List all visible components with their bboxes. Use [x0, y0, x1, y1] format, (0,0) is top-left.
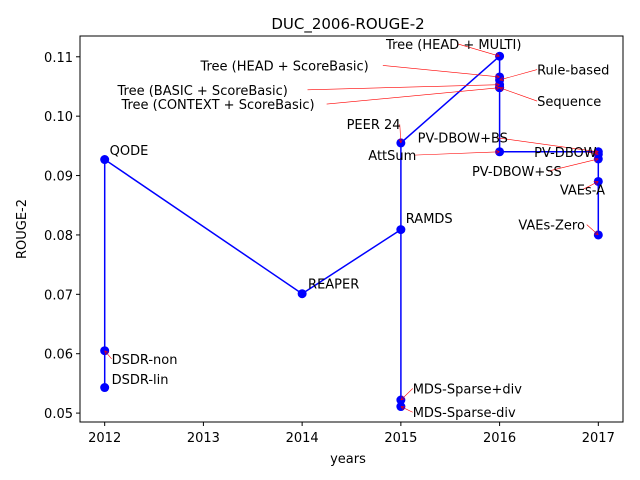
- annotation-label: Tree (HEAD + MULTI): [385, 38, 521, 53]
- annotation-label: Tree (BASIC + ScoreBasic): [117, 84, 288, 99]
- annotation-label: VAEs-Zero: [518, 219, 585, 234]
- y-tick-label: 0.06: [44, 348, 73, 363]
- annotation-arrow: [307, 85, 500, 91]
- x-tick-label: 2016: [483, 431, 516, 446]
- plot-frame: [79, 35, 624, 423]
- x-tick-label: 2014: [286, 431, 319, 446]
- annotation-label: DSDR-lin: [112, 373, 169, 388]
- annotation-arrow: [401, 388, 413, 400]
- annotation-label: Tree (HEAD + ScoreBasic): [199, 59, 368, 74]
- data-point: [297, 289, 307, 299]
- data-point: [396, 225, 406, 235]
- data-point: [100, 383, 110, 393]
- x-tick-label: 2013: [187, 431, 220, 446]
- annotation-label: Sequence: [537, 95, 601, 110]
- annotation-arrow: [382, 65, 500, 77]
- annotation-label: Rule-based: [537, 64, 609, 79]
- annotation-label: Tree (CONTEXT + ScoreBasic): [120, 98, 314, 113]
- data-point: [100, 155, 110, 165]
- y-axis-label: ROUGE-2: [15, 199, 30, 259]
- annotation-arrow: [400, 124, 401, 143]
- y-tick-label: 0.07: [44, 288, 73, 303]
- annotations: QODE DSDR-non DSDR-lin REAPER RAMDS MDS-Spars…: [105, 38, 609, 421]
- annotation-label: PEER 24: [347, 118, 401, 133]
- y-tick-label: 0.08: [44, 229, 73, 244]
- annotation-label: AttSum: [368, 149, 416, 164]
- annotation-arrow: [586, 224, 599, 235]
- annotation-arrow: [493, 137, 599, 152]
- annotation-label: MDS-Sparse-div: [413, 406, 516, 421]
- annotation-arrow: [401, 407, 413, 413]
- x-axis-label: years: [330, 452, 366, 467]
- annotation-label: REAPER: [308, 277, 359, 292]
- annotation-label: MDS-Sparse+div: [413, 382, 523, 397]
- x-tick-label: 2017: [582, 431, 615, 446]
- y-tick-label: 0.10: [44, 110, 73, 125]
- chart-title: DUC_2006-ROUGE-2: [271, 15, 424, 34]
- annotation-arrow: [582, 181, 599, 190]
- annotation-label: VAEs-A: [560, 184, 605, 199]
- y-tick-label: 0.05: [44, 407, 73, 422]
- annotation-arrow: [458, 43, 499, 56]
- y-tick-label: 0.09: [44, 170, 73, 185]
- annotation-arrow: [587, 152, 598, 154]
- x-tick-label: 2012: [88, 431, 121, 446]
- annotation-label: PV-DBOW: [534, 146, 597, 161]
- annotation-label: QODE: [110, 144, 149, 159]
- annotation-label: PV-DBOW+BS: [418, 131, 508, 146]
- annotation-arrow: [413, 152, 500, 156]
- annotation-arrow: [326, 88, 500, 105]
- annotation-arrow: [500, 88, 538, 102]
- annotation-arrow: [500, 69, 538, 80]
- annotation-label: PV-DBOW+SS: [472, 165, 562, 180]
- axes: 2012 2013 2014 2015 2016 2017 0.05 0.06 0.07 0.08…: [44, 35, 624, 446]
- annotation-arrow: [547, 159, 598, 172]
- x-tick-label: 2015: [384, 431, 417, 446]
- y-tick-label: 0.11: [44, 51, 73, 66]
- annotation-label: RAMDS: [406, 212, 453, 227]
- annotation-label: DSDR-non: [112, 353, 178, 368]
- annotation-arrow: [105, 351, 112, 359]
